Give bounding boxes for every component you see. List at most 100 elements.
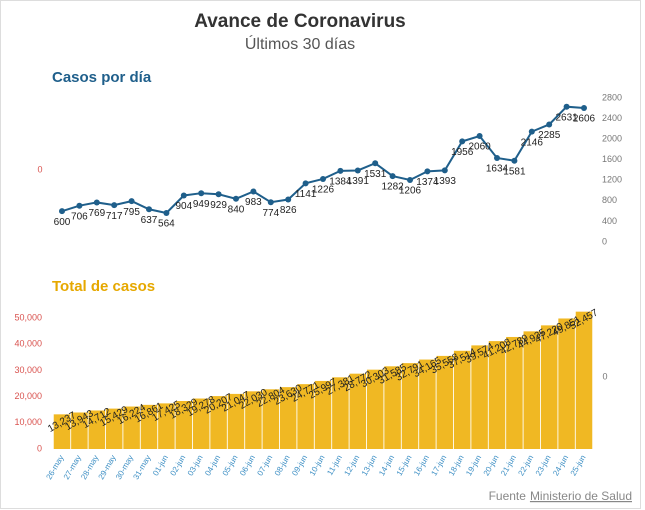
panel-title: Total de casos <box>52 278 155 295</box>
point <box>215 191 222 198</box>
point <box>302 180 309 187</box>
point <box>494 154 500 161</box>
point <box>424 168 431 175</box>
data-label: 717 <box>106 211 123 222</box>
bar <box>227 393 245 449</box>
source: Fuente Ministerio de Salud <box>489 489 632 503</box>
data-label: 2285 <box>538 130 561 141</box>
point <box>476 133 483 140</box>
point <box>233 195 239 202</box>
data-label: 1581 <box>503 166 526 177</box>
point <box>354 167 361 174</box>
data-label: 1141 <box>295 189 317 200</box>
chart-subtitle: Últimos 30 días <box>245 34 355 53</box>
y-tick-label: 1600 <box>602 154 622 164</box>
point <box>93 199 100 206</box>
data-label: 769 <box>88 208 105 219</box>
data-label: 1956 <box>451 147 474 158</box>
y2-tick-label: 0 <box>602 371 607 381</box>
y-tick-label: 0 <box>37 443 42 453</box>
bar <box>245 391 262 449</box>
bar <box>262 389 280 449</box>
data-label: 1282 <box>381 182 404 193</box>
point <box>459 138 466 145</box>
point <box>320 175 326 182</box>
bar <box>384 366 401 449</box>
source-label: Fuente <box>489 489 527 503</box>
point <box>128 198 135 205</box>
point <box>198 190 205 197</box>
point <box>441 167 448 174</box>
source-link[interactable]: Ministerio de Salud <box>530 489 632 503</box>
point <box>285 196 292 203</box>
bar <box>314 380 332 449</box>
y-tick-label: 50,000 <box>14 312 42 322</box>
y-tick-label: 10,000 <box>14 417 42 427</box>
panel-title: Casos por día <box>52 69 152 86</box>
bar <box>401 363 419 449</box>
point <box>528 128 535 135</box>
bar <box>297 384 314 449</box>
data-label: 637 <box>141 215 158 226</box>
y-tick-label: 20,000 <box>14 391 42 401</box>
bar <box>471 345 488 449</box>
y-tick-label: 2400 <box>602 113 622 123</box>
bar <box>158 403 175 449</box>
data-label: 1634 <box>486 164 509 175</box>
bar <box>349 373 367 449</box>
chart-title: Avance de Coronavirus <box>194 11 406 32</box>
data-label: 904 <box>175 201 192 212</box>
point <box>111 202 118 209</box>
data-label: 1206 <box>399 186 422 197</box>
y-tick-label: 2800 <box>602 92 622 102</box>
bar <box>88 410 106 449</box>
bar <box>540 325 558 449</box>
bar <box>53 414 71 449</box>
data-label: 929 <box>210 200 227 211</box>
bar <box>575 311 593 449</box>
y-tick-label: 30,000 <box>14 365 42 375</box>
point <box>546 121 553 128</box>
data-label: 795 <box>123 207 140 218</box>
y-tick-label: 40,000 <box>14 339 42 349</box>
bar <box>523 331 541 449</box>
bar <box>71 412 88 449</box>
data-label: 949 <box>193 199 210 210</box>
point <box>76 202 83 209</box>
data-label: 983 <box>245 197 262 208</box>
point <box>180 192 187 199</box>
point <box>389 173 396 180</box>
bar <box>105 408 123 449</box>
point <box>59 208 65 215</box>
data-label: 2146 <box>521 137 544 148</box>
data-label: 1531 <box>364 169 387 180</box>
bar <box>488 341 506 449</box>
bar <box>279 387 297 449</box>
point <box>146 206 152 213</box>
data-label: 1226 <box>312 185 335 196</box>
y-tick-label: 2000 <box>602 134 622 144</box>
data-label: 2631 <box>555 112 578 123</box>
y-tick-label: 0 <box>602 236 607 246</box>
data-label: 774 <box>262 208 279 219</box>
bar <box>366 369 384 449</box>
data-label: 826 <box>280 205 297 216</box>
data-label: 1391 <box>347 176 370 187</box>
bar <box>332 377 349 449</box>
point <box>163 209 170 216</box>
y2-tick-label: 0 <box>37 164 42 174</box>
y-tick-label: 1200 <box>602 175 622 185</box>
bar <box>436 355 454 449</box>
data-label: 1384 <box>329 176 352 187</box>
data-label: 1393 <box>434 176 457 187</box>
bar <box>192 398 210 449</box>
data-label: 564 <box>158 219 175 230</box>
point <box>511 157 518 164</box>
bar <box>506 336 523 449</box>
data-label: 1374 <box>416 177 439 188</box>
data-label: 2606 <box>573 114 596 125</box>
bar <box>175 401 193 449</box>
point <box>337 167 344 174</box>
bar <box>453 350 471 449</box>
